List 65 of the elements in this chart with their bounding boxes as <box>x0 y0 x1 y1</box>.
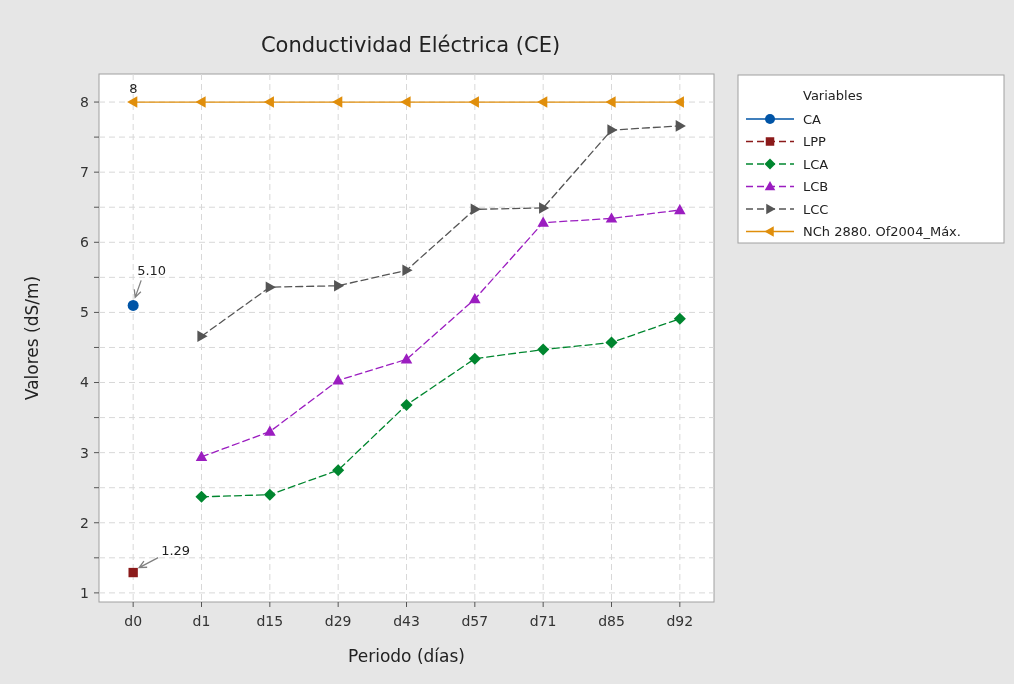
point <box>195 490 208 503</box>
point <box>332 96 343 108</box>
point <box>673 312 686 325</box>
legend-label: CA <box>803 111 822 127</box>
point <box>265 281 276 293</box>
point <box>674 203 686 215</box>
legend-label: LPP <box>803 134 827 150</box>
y-tick-label: 2 <box>80 514 89 531</box>
point <box>605 96 616 108</box>
point <box>195 450 208 461</box>
x-tick-label: d85 <box>598 613 625 629</box>
point <box>263 96 274 108</box>
x-axis-title: Periodo (días) <box>348 646 465 666</box>
point <box>128 567 138 578</box>
point <box>332 464 345 477</box>
point <box>197 330 208 343</box>
y-tick-label: 6 <box>80 234 90 251</box>
y-tick-label: 4 <box>80 374 90 391</box>
point <box>470 203 481 216</box>
annotation: 1.29 <box>161 542 191 558</box>
point <box>400 398 413 412</box>
point <box>605 212 618 223</box>
point <box>127 96 138 108</box>
legend-label: LCA <box>803 156 829 172</box>
point <box>127 299 139 311</box>
y-tick-label: 8 <box>80 93 89 110</box>
point <box>264 425 276 436</box>
point <box>334 279 345 292</box>
point <box>675 120 686 132</box>
point <box>332 374 344 385</box>
x-tick-label: d15 <box>256 613 284 629</box>
y-tick-label: 5 <box>80 304 89 321</box>
annotation: 5.10 <box>137 263 167 279</box>
x-tick-label: d71 <box>529 613 557 629</box>
x-tick-label: d0 <box>124 613 143 629</box>
point <box>402 264 413 277</box>
y-tick-label: 7 <box>80 164 89 181</box>
x-tick-label: d29 <box>324 613 352 629</box>
point <box>468 352 481 365</box>
point <box>537 96 548 108</box>
point <box>537 216 549 227</box>
point <box>469 293 481 304</box>
legend-label: LCC <box>803 201 829 217</box>
point <box>673 96 684 108</box>
y-tick-label: 3 <box>80 444 89 461</box>
y-tick-label: 1 <box>80 584 89 601</box>
x-tick-label: d57 <box>461 613 489 629</box>
x-tick-label: d1 <box>192 613 211 629</box>
chart-title: Conductividad Eléctrica (CE) <box>260 33 561 57</box>
point <box>400 96 411 108</box>
legend-title: Variables <box>803 88 863 103</box>
x-tick-label: d92 <box>666 613 694 629</box>
point <box>605 336 618 349</box>
x-tick-label: d43 <box>393 613 420 629</box>
legend-label: LCB <box>803 179 829 195</box>
point <box>539 202 550 214</box>
point <box>400 353 413 364</box>
legend-label: NCh 2880. Of2004_Máx. <box>803 224 961 240</box>
point <box>195 96 206 108</box>
point <box>537 343 550 356</box>
point <box>607 124 618 136</box>
point <box>263 488 276 501</box>
annotation: 8 <box>129 81 138 97</box>
point <box>468 96 479 108</box>
y-axis-title: Valores (dS/m) <box>22 275 42 401</box>
